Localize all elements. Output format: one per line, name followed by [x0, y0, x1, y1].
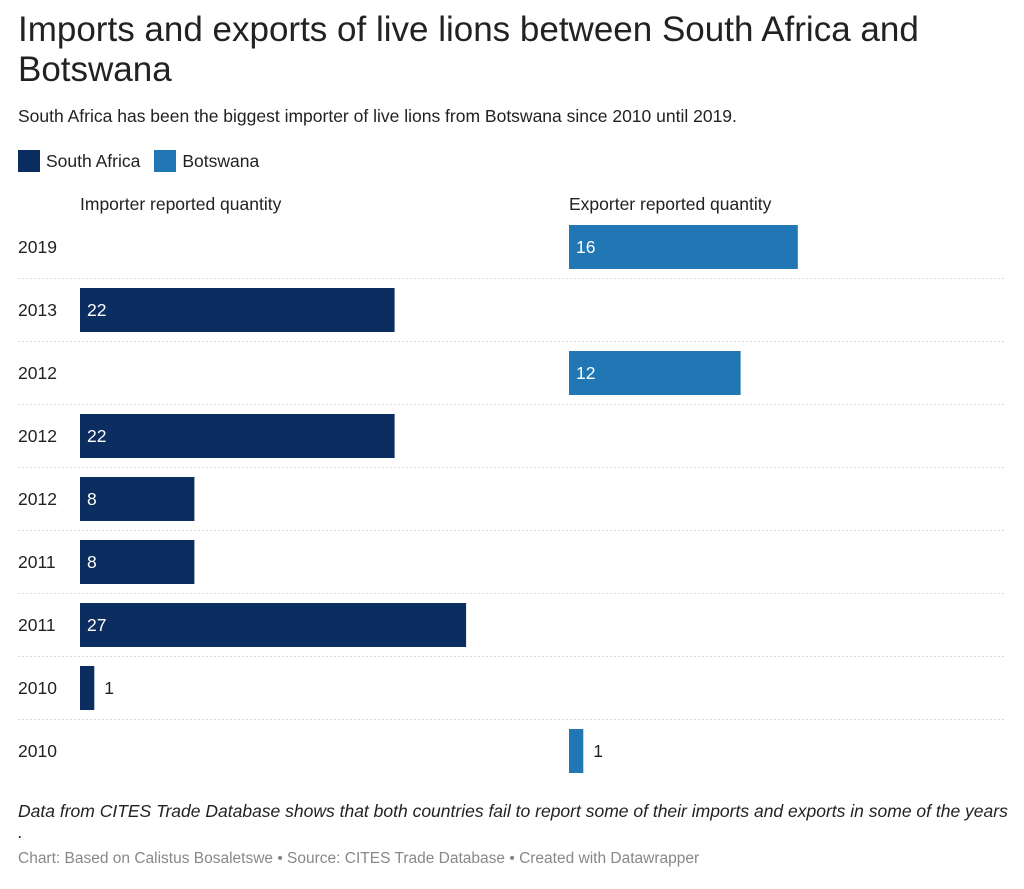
bar	[80, 603, 467, 647]
category-label: 2011	[18, 552, 56, 572]
legend-item-south-africa: South Africa	[18, 150, 140, 172]
category-label: 2013	[18, 300, 57, 320]
bar-value-label: 8	[87, 489, 97, 509]
bar-value-label: 1	[593, 741, 603, 761]
category-label: 2019	[18, 237, 57, 257]
bar	[80, 288, 395, 332]
category-label: 2012	[18, 363, 57, 383]
bar-value-label: 8	[87, 552, 97, 572]
chart-title: Imports and exports of live lions betwee…	[18, 10, 919, 89]
bar	[80, 666, 95, 710]
legend-swatch-south-africa	[18, 150, 40, 172]
bar-chart: 2019 16 2013 22 2012 12 2012 22 2012 8 2011 8 2011 27…	[18, 225, 1006, 773]
legend: South Africa Botswana	[18, 150, 273, 172]
bar	[80, 540, 195, 584]
legend-item-botswana: Botswana	[154, 150, 259, 172]
bar-value-label: 22	[87, 300, 106, 320]
category-label: 2011	[18, 615, 56, 635]
column-header-exporter: Exporter reported quantity	[569, 194, 772, 214]
bar	[80, 414, 395, 458]
bar-value-label: 16	[576, 237, 595, 257]
category-label: 2012	[18, 489, 57, 509]
bar	[80, 477, 195, 521]
category-label: 2012	[18, 426, 57, 446]
legend-swatch-botswana	[154, 150, 177, 172]
legend-label-south-africa: South Africa	[46, 150, 141, 171]
bar	[569, 351, 741, 395]
chart-byline: Chart: Based on Calistus Bosaletswe • So…	[18, 850, 700, 867]
bar	[569, 225, 798, 269]
chart-subtitle: South Africa has been the biggest import…	[18, 106, 737, 126]
bar-value-label: 27	[87, 615, 106, 635]
bar-value-label: 1	[104, 678, 114, 698]
bar-value-label: 22	[87, 426, 106, 446]
chart-notes: Data from CITES Trade Database shows tha…	[18, 801, 1008, 842]
column-header-importer: Importer reported quantity	[80, 194, 282, 214]
category-label: 2010	[18, 678, 57, 698]
category-label: 2010	[18, 741, 57, 761]
bar-value-label: 12	[576, 363, 595, 383]
legend-label-botswana: Botswana	[182, 150, 260, 171]
bar	[569, 729, 584, 773]
